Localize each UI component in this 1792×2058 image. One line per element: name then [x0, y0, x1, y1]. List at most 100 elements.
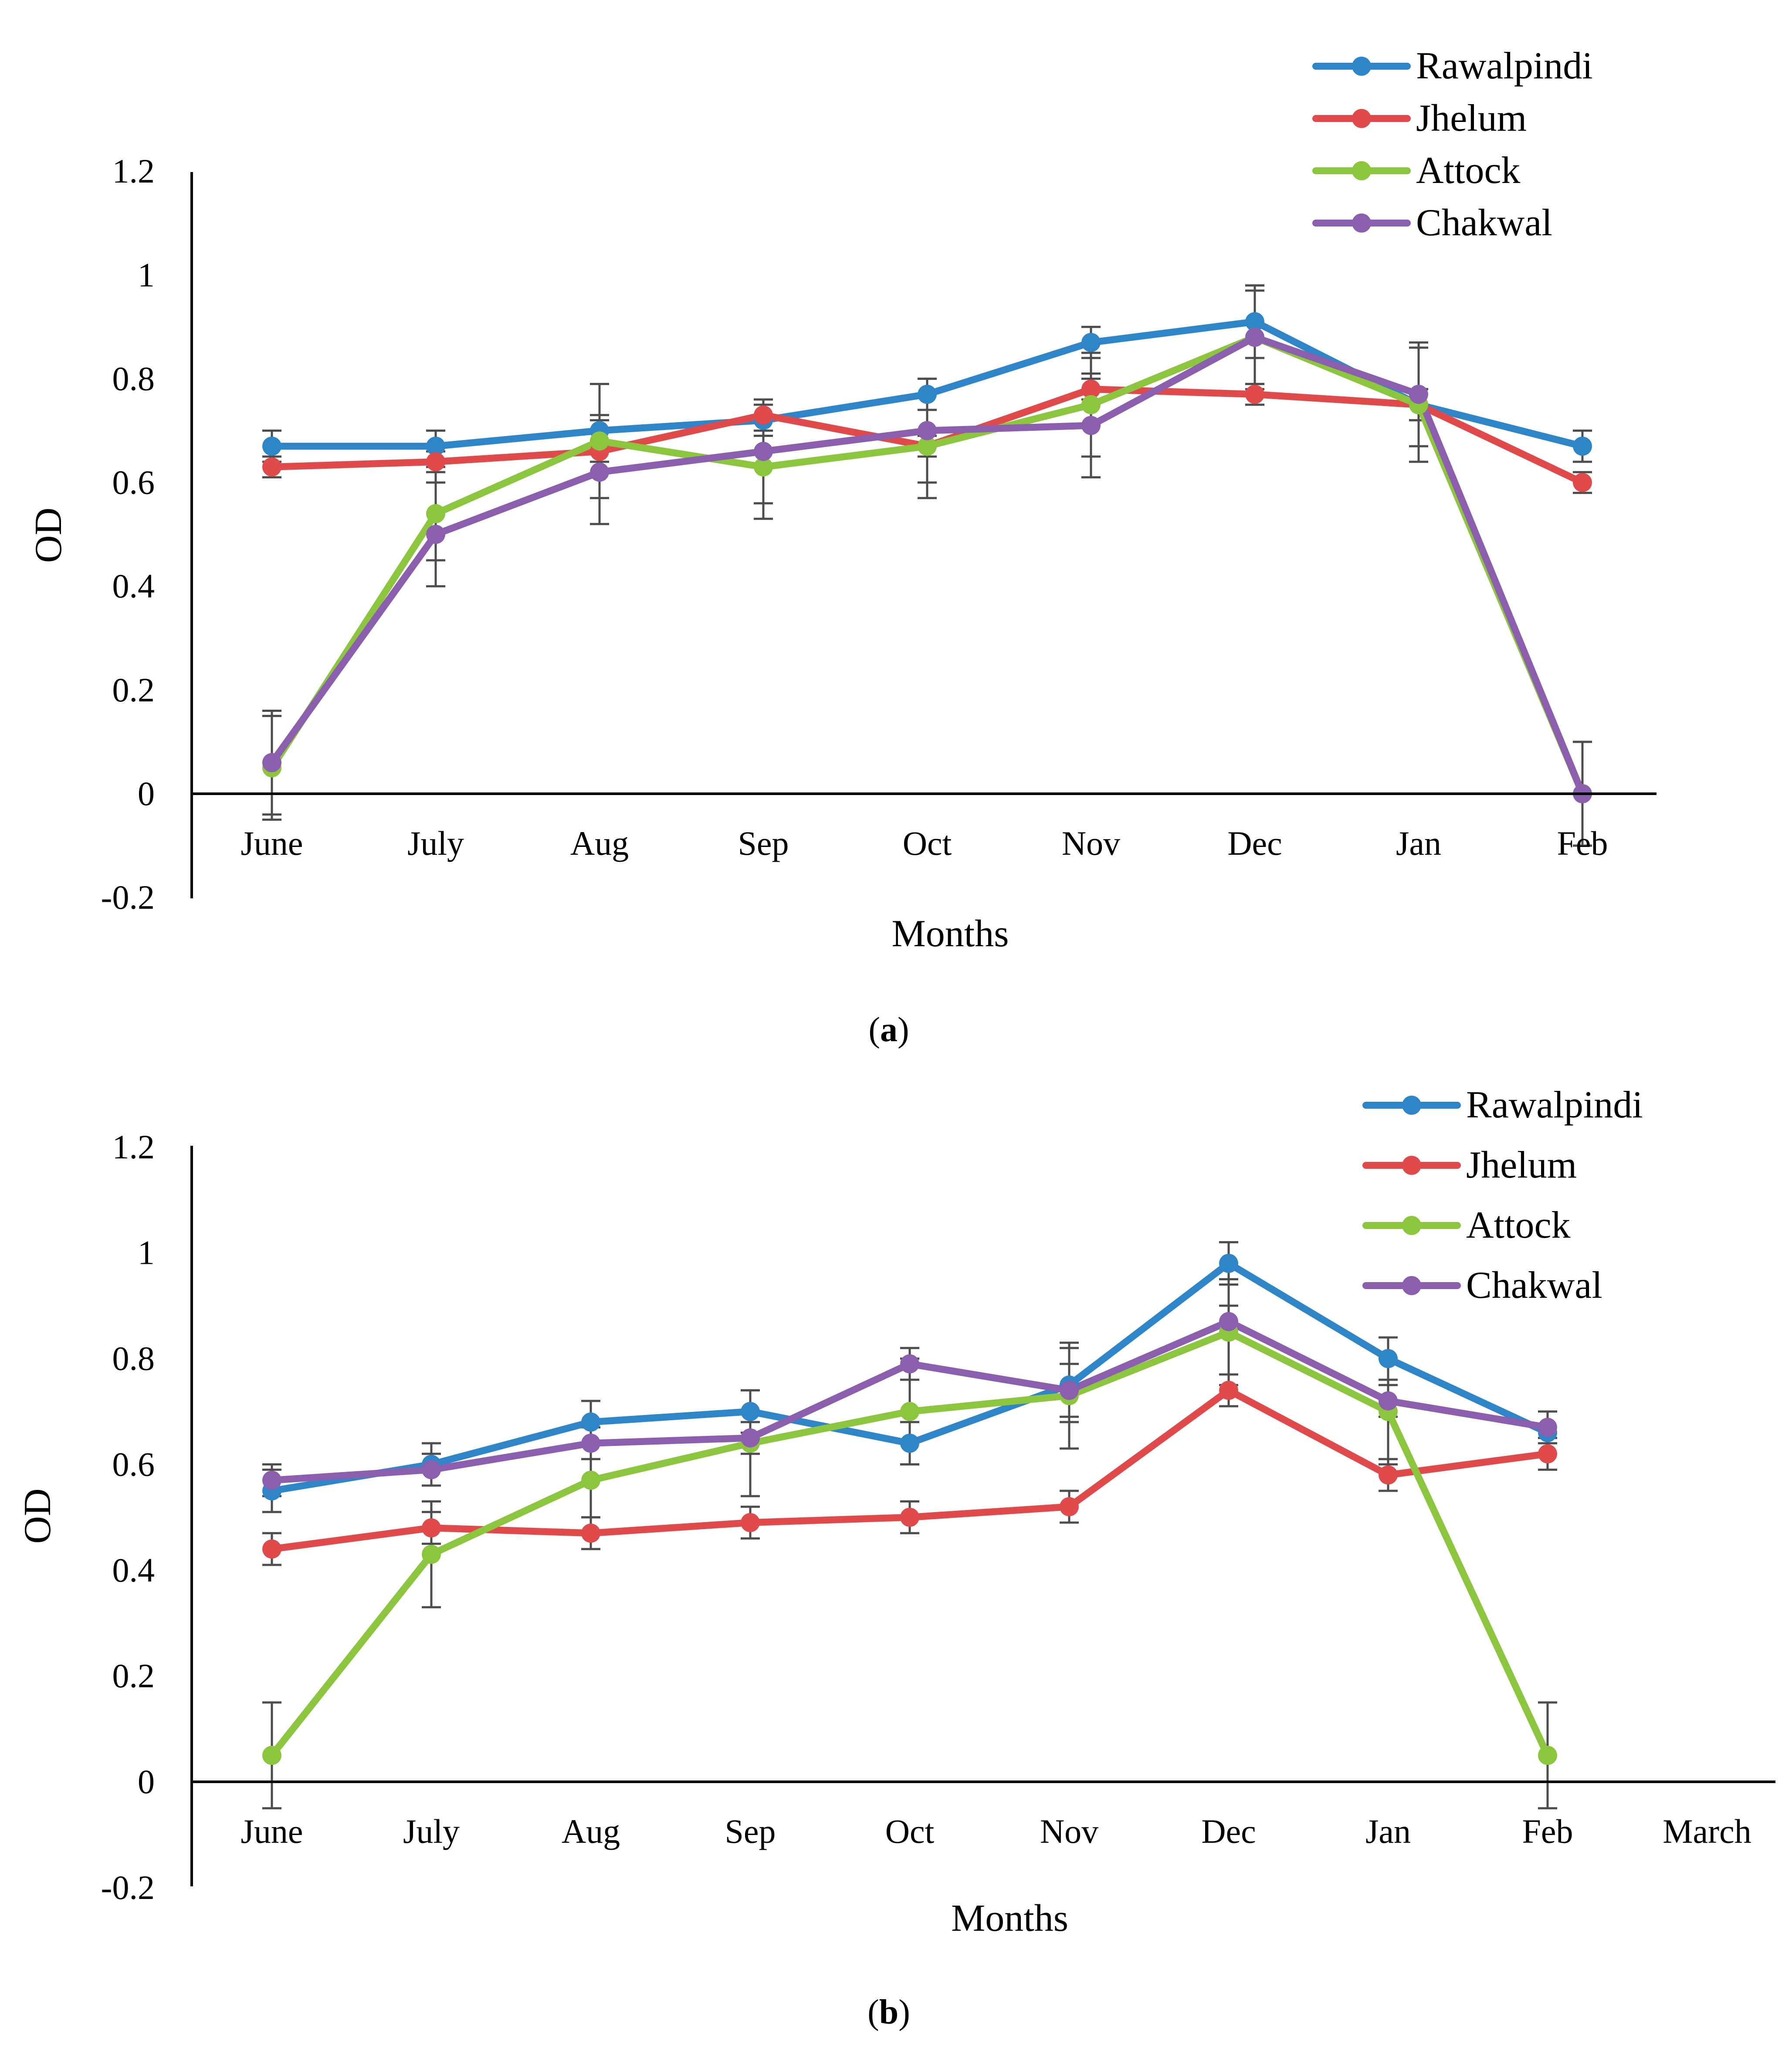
legend-marker	[1402, 1216, 1421, 1235]
y-tick-label: 1.2	[112, 1128, 155, 1166]
panel-caption-b: (b)	[867, 1993, 910, 2031]
data-point-chakwal	[1081, 416, 1101, 435]
data-point-attock	[1538, 1746, 1557, 1765]
y-tick-label: 0	[138, 1763, 155, 1801]
data-point-chakwal	[1219, 1312, 1238, 1331]
legend-marker	[1352, 161, 1371, 180]
y-axis-title: OD	[17, 1488, 59, 1544]
legend-item-jhelum: Jhelum	[1362, 1144, 1577, 1186]
data-point-chakwal	[422, 1460, 441, 1479]
chart-panel-b: 1.2 1 0.8 0.6 0.4 0.2 0 -0.2 June July Aug Sep Oct N…	[17, 1084, 1775, 2031]
x-tick-label: Aug	[562, 1812, 620, 1850]
legend-label: Chakwal	[1466, 1264, 1602, 1307]
data-point-rawalpindi	[1379, 1349, 1398, 1368]
data-point-rawalpindi	[741, 1402, 760, 1421]
data-point-chakwal	[1409, 385, 1428, 404]
y-tick-label: 0.4	[112, 1551, 155, 1589]
x-tick-label: Dec	[1227, 824, 1282, 862]
x-tick-label: Nov	[1040, 1812, 1098, 1850]
legend-label: Jhelum	[1466, 1144, 1577, 1186]
data-point-chakwal	[1538, 1418, 1557, 1437]
legend-item-rawalpindi: Rawalpindi	[1312, 45, 1593, 87]
data-point-chakwal	[754, 442, 773, 461]
data-point-rawalpindi	[900, 1433, 919, 1453]
y-tick-label: 0.2	[112, 671, 155, 709]
y-tick-label: 0.8	[112, 359, 155, 397]
data-point-attock	[422, 1544, 441, 1564]
data-point-chakwal	[741, 1428, 760, 1448]
data-point-attock	[426, 504, 445, 524]
y-tick-label: -0.2	[101, 878, 155, 916]
y-tick-label: 0.6	[112, 464, 155, 501]
data-point-chakwal	[426, 525, 445, 544]
x-tick-label: Dec	[1201, 1812, 1256, 1850]
data-point-jhelum	[1060, 1497, 1079, 1516]
x-tick-label: Oct	[885, 1812, 935, 1850]
data-point-jhelum	[1538, 1444, 1557, 1464]
data-point-jhelum	[422, 1518, 441, 1538]
legend-marker	[1402, 1096, 1421, 1115]
y-tick-label: 1	[138, 256, 155, 294]
data-point-rawalpindi	[1573, 437, 1592, 456]
panel-caption-a: (a)	[868, 1011, 909, 1049]
legend-item-chakwal: Chakwal	[1312, 202, 1552, 244]
x-tick-label: Nov	[1062, 824, 1120, 862]
data-point-jhelum	[426, 452, 445, 471]
legend-item-jhelum: Jhelum	[1312, 97, 1527, 139]
data-point-jhelum	[262, 1539, 281, 1559]
data-point-attock	[581, 1470, 600, 1490]
y-tick-label: 1	[138, 1234, 155, 1272]
data-point-attock	[262, 1746, 281, 1765]
legend-marker	[1352, 57, 1371, 76]
chart-panel-a: 1.2 1 0.8 0.6 0.4 0.2 0 -0.2 June July Aug Sep Oct N…	[27, 45, 1656, 1049]
data-point-jhelum	[900, 1507, 919, 1527]
data-point-chakwal	[581, 1433, 600, 1453]
x-tick-label: Oct	[903, 824, 952, 862]
x-tick-label: June	[241, 1812, 303, 1850]
legend-marker	[1352, 109, 1371, 128]
data-point-jhelum	[1219, 1381, 1238, 1400]
legend-item-attock: Attock	[1312, 149, 1521, 192]
data-point-jhelum	[262, 457, 281, 477]
legend-label: Attock	[1416, 149, 1521, 192]
y-tick-label: -0.2	[101, 1868, 155, 1906]
data-point-jhelum	[1379, 1465, 1398, 1485]
legend-marker	[1352, 213, 1371, 233]
y-tick-label: 0	[138, 775, 155, 812]
x-tick-label: June	[241, 824, 303, 862]
data-point-attock	[900, 1402, 919, 1421]
data-point-attock	[754, 457, 773, 477]
data-point-chakwal	[900, 1354, 919, 1374]
legend-item-chakwal: Chakwal	[1362, 1264, 1602, 1307]
y-tick-label: 0.6	[112, 1445, 155, 1483]
data-point-jhelum	[754, 405, 773, 425]
legend: Rawalpindi Jhelum Attock Chakwal	[1362, 1084, 1643, 1307]
y-tick-label: 0.2	[112, 1657, 155, 1695]
legend-item-rawalpindi: Rawalpindi	[1362, 1084, 1643, 1126]
data-point-chakwal	[918, 421, 937, 440]
data-point-chakwal	[1060, 1381, 1079, 1400]
legend-label: Rawalpindi	[1466, 1084, 1643, 1126]
y-tick-label: 0.8	[112, 1340, 155, 1378]
x-tick-label: Sep	[725, 1812, 776, 1850]
data-point-chakwal	[262, 753, 281, 772]
data-point-rawalpindi	[1219, 1254, 1238, 1273]
data-point-attock	[1081, 395, 1101, 414]
y-axis-title: OD	[27, 508, 70, 563]
data-point-rawalpindi	[426, 437, 445, 456]
x-tick-label: Feb	[1557, 824, 1608, 862]
data-point-rawalpindi	[262, 437, 281, 456]
data-point-jhelum	[741, 1513, 760, 1532]
data-point-jhelum	[1081, 379, 1101, 399]
legend-item-attock: Attock	[1362, 1204, 1571, 1246]
x-axis-title: Months	[892, 913, 1009, 955]
data-point-jhelum	[1573, 473, 1592, 492]
data-point-chakwal	[262, 1470, 281, 1490]
legend-label: Jhelum	[1416, 97, 1527, 139]
x-tick-label: Jan	[1396, 824, 1441, 862]
data-point-jhelum	[1245, 385, 1264, 404]
data-point-rawalpindi	[918, 385, 937, 404]
y-tick-label: 0.4	[112, 567, 155, 605]
data-point-rawalpindi	[581, 1412, 600, 1432]
